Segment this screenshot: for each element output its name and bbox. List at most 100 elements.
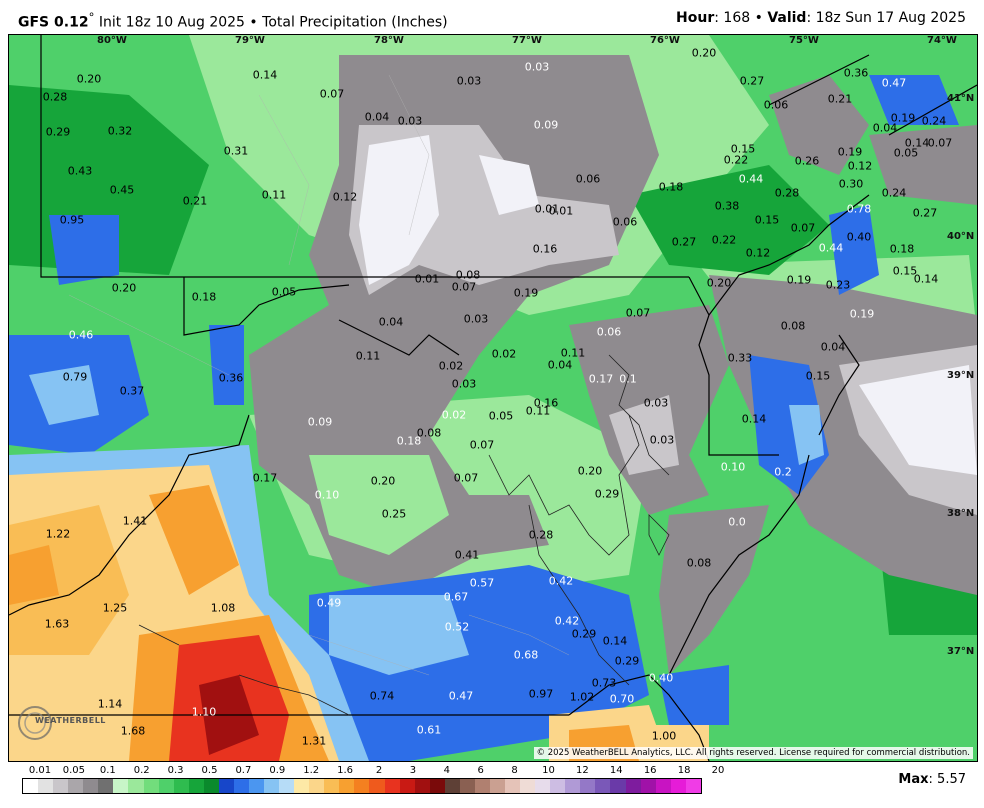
precip-value-label: 0.21 (182, 194, 208, 208)
precip-value-label: 0.01 (548, 204, 574, 218)
lon-tick: 79°W (235, 35, 265, 46)
precip-value-label: 0.18 (191, 290, 217, 304)
legend-color-bar (22, 778, 702, 794)
lat-tick: 41°N (947, 93, 975, 104)
precip-value-label: 0.52 (444, 620, 470, 634)
lat-tick: 38°N (947, 508, 975, 519)
precip-value-label: 0.14 (252, 68, 278, 82)
precip-value-label: 0.29 (571, 627, 597, 641)
legend-labels: 0.01 0.05 0.1 0.2 0.3 0.5 0.7 0.9 1.2 1.6 2 3 4 6 8 10 1… (20, 765, 725, 777)
precip-value-label: 0.02 (438, 359, 464, 373)
legend-swatch (173, 779, 189, 793)
precip-value-label: 0.18 (396, 434, 422, 448)
precip-value-label: 0.07 (453, 471, 479, 485)
legend-swatch (158, 779, 174, 793)
weatherbell-logo: WEATHERBELL (15, 701, 105, 745)
precip-value-label: 0.31 (223, 144, 249, 158)
precip-value-label: 0.1 (619, 372, 637, 386)
legend-swatch (625, 779, 641, 793)
precip-value-label: 0.12 (745, 246, 771, 260)
precip-map: 80°W 79°W 78°W 77°W 76°W 75°W 74°W 41°N … (8, 34, 978, 762)
precip-value-label: 0.36 (843, 66, 869, 80)
precip-value-label: 1.22 (45, 527, 71, 541)
legend-tick-label: 10 (542, 765, 555, 776)
legend-swatch (128, 779, 144, 793)
precip-value-label: 1.68 (120, 724, 146, 738)
precip-value-label: 0.11 (355, 349, 381, 363)
precip-value-label: 1.25 (102, 601, 128, 615)
legend-swatch (670, 779, 686, 793)
precip-value-label: 0.12 (332, 190, 358, 204)
precip-value-label: 0.03 (463, 312, 489, 326)
precip-value-label: 0.04 (364, 110, 390, 124)
legend-swatch (248, 779, 264, 793)
valid-info: Hour: 168 • Valid: 18z Sun 17 Aug 2025 (676, 10, 966, 26)
valid-bullet: • (754, 10, 763, 26)
precip-value-label: 0.61 (416, 723, 442, 737)
hour-value: : 168 (714, 10, 751, 26)
precip-value-label: 1.41 (122, 514, 148, 528)
precip-value-label: 0.20 (706, 276, 732, 290)
precip-value-label: 0.07 (469, 438, 495, 452)
legend-swatch (550, 779, 566, 793)
precip-value-label: 0.22 (711, 233, 737, 247)
precip-value-label: 0.08 (416, 426, 442, 440)
legend-tick-label: 20 (711, 765, 725, 776)
precip-value-label: 0.29 (614, 654, 640, 668)
precip-value-label: 0.42 (554, 614, 580, 628)
precip-value-label: 0.2 (774, 465, 792, 479)
legend-tick-label: 2 (375, 765, 383, 776)
precip-value-label: 0.06 (596, 325, 622, 339)
logo-swirl-icon (18, 706, 52, 740)
precip-value-label: 0.21 (827, 92, 853, 106)
legend-swatch (474, 779, 490, 793)
precip-value-label: 0.42 (548, 574, 574, 588)
precip-value-label: 0.15 (892, 264, 918, 278)
precip-value-label: 0.04 (872, 121, 898, 135)
legend-tick-label: 0.2 (133, 765, 150, 776)
lon-tick: 78°W (374, 35, 404, 46)
legend-tick-label: 0.5 (201, 765, 218, 776)
precip-value-label: 0.18 (889, 242, 915, 256)
legend-swatch (429, 779, 445, 793)
precip-value-label: 0.74 (369, 689, 395, 703)
legend-swatch (38, 779, 54, 793)
precip-value-label: 0.41 (454, 548, 480, 562)
legend-tick-label: 0.01 (28, 765, 52, 776)
precip-value-label: 0.11 (261, 188, 287, 202)
legend-swatch (203, 779, 219, 793)
legend-swatch (264, 779, 280, 793)
legend-swatch (414, 779, 430, 793)
legend-tick-label: 0.7 (235, 765, 252, 776)
legend-swatch (640, 779, 656, 793)
precip-value-label: 0.11 (525, 404, 551, 418)
precip-value-label: 0.16 (533, 396, 559, 410)
precip-value-label: 0.0 (728, 515, 746, 529)
precip-value-label: 0.45 (109, 183, 135, 197)
precip-value-label: 0.19 (513, 286, 539, 300)
precip-value-label: 0.28 (528, 528, 554, 542)
precip-value-label: 0.14 (913, 272, 939, 286)
legend-swatch (369, 779, 385, 793)
precip-value-label: 0.20 (111, 281, 137, 295)
legend-tick-label: 1.6 (337, 765, 354, 776)
precip-value-label: 0.20 (76, 72, 102, 86)
precip-value-label: 0.33 (727, 351, 753, 365)
legend-swatch (595, 779, 611, 793)
precip-value-label: 0.27 (671, 235, 697, 249)
title-bullet: • (249, 14, 258, 31)
precip-value-label: 0.14 (602, 634, 628, 648)
precip-value-label: 0.09 (307, 415, 333, 429)
hour-label: Hour (676, 10, 715, 26)
legend-swatch (610, 779, 626, 793)
precip-value-label: 0.03 (524, 60, 550, 74)
precip-value-label: 0.11 (560, 346, 586, 360)
precip-value-label: 0.24 (921, 114, 947, 128)
precip-value-label: 0.95 (59, 213, 85, 227)
precip-value-label: 0.70 (609, 692, 635, 706)
precip-value-label: 0.03 (397, 114, 423, 128)
model-name: GFS 0.12 (18, 14, 89, 31)
valid-value: : 18z Sun 17 Aug 2025 (806, 10, 966, 26)
precip-value-label: 0.04 (378, 315, 404, 329)
precip-value-label: 0.07 (927, 136, 953, 150)
